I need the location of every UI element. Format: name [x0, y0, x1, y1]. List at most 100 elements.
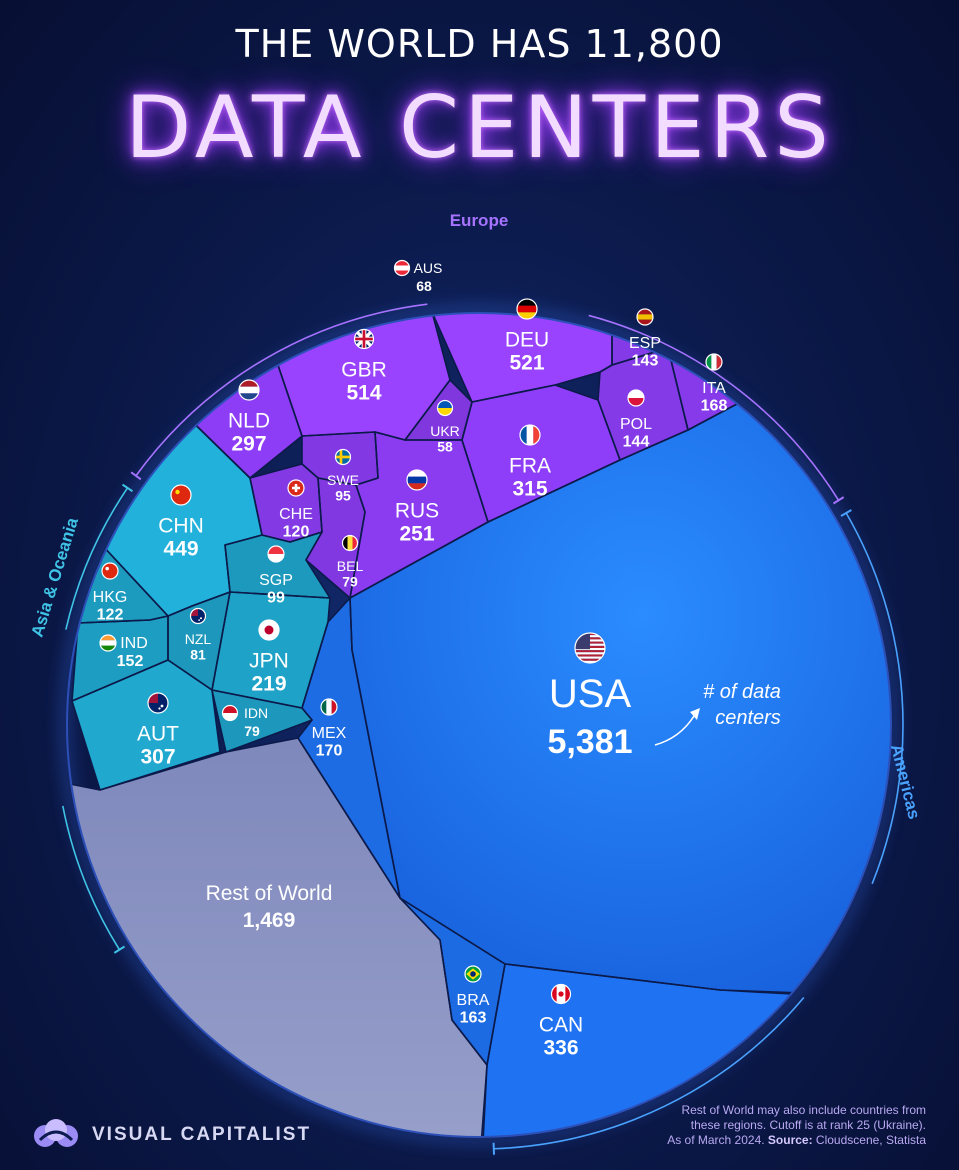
- flag-usa-icon: [574, 632, 606, 664]
- flag-aut-icon: [147, 692, 169, 714]
- country-value-deu: 521: [509, 351, 544, 374]
- country-value-rus: 251: [399, 522, 434, 545]
- flag-sgp-icon: [267, 545, 285, 563]
- country-code-gbr: GBR: [341, 358, 387, 381]
- label-group-aus: AUS 68: [393, 259, 443, 294]
- title-main: DATA CENTERS: [125, 78, 834, 178]
- footer-note-date: As of March 2024.: [667, 1133, 768, 1147]
- arc-americas-tick-start: [840, 509, 852, 517]
- country-code-ind: IND: [120, 635, 148, 652]
- country-code-mex: MEX: [312, 725, 347, 742]
- country-value-can: 336: [543, 1036, 578, 1059]
- country-code-idn: IDN: [244, 705, 268, 721]
- arc-asia-oceania-b: [65, 487, 129, 630]
- circle-glow: [60, 306, 898, 1144]
- arc-europe-b: [588, 314, 840, 501]
- cell-nzl: [168, 592, 230, 690]
- country-value-chn: 449: [163, 537, 198, 560]
- cell-sgp: [225, 532, 330, 598]
- country-value-mex: 170: [316, 742, 343, 759]
- country-value-bel: 79: [342, 574, 358, 590]
- cell-fra: [462, 385, 620, 522]
- cell-border-ind: [71, 615, 169, 702]
- country-code-esp: ESP: [629, 335, 661, 352]
- footer-source: Cloudscene, Statista: [812, 1133, 926, 1147]
- country-value-fra: 315: [512, 477, 547, 500]
- country-code-che: CHE: [279, 506, 313, 523]
- flag-idn-icon: [221, 704, 239, 722]
- cell-bra: [400, 898, 505, 1065]
- country-code-hkg: HKG: [93, 589, 128, 606]
- flag-bra-icon: [464, 965, 482, 983]
- flag-mex-icon: [320, 698, 338, 716]
- country-value-hkg: 122: [97, 606, 124, 623]
- flag-can-icon: [550, 983, 572, 1005]
- country-code-chn: CHN: [158, 514, 204, 537]
- flag-gbr-icon: [353, 328, 375, 350]
- country-code-ita: ITA: [702, 380, 726, 397]
- country-value-che: 120: [283, 523, 310, 540]
- country-value-ind: 152: [117, 653, 144, 670]
- cell-che: [250, 464, 322, 542]
- cell-jpn: [212, 592, 330, 708]
- country-code-deu: DEU: [505, 328, 549, 351]
- annotation-line-2: centers: [715, 707, 781, 729]
- cell-border-usa: [349, 313, 891, 1001]
- cell-chn: [88, 398, 262, 616]
- label-group-rest-of-world: Rest of World 1,469: [206, 882, 333, 932]
- flag-deu-icon: [516, 298, 538, 320]
- cell-rus: [350, 432, 488, 598]
- country-code-sgp: SGP: [259, 572, 293, 589]
- cell-pol: [598, 348, 688, 460]
- cell-mex: [298, 598, 400, 898]
- country-code-ukr: UKR: [430, 423, 460, 439]
- country-code-rest-of-world: Rest of World: [206, 882, 333, 905]
- country-value-gbr: 514: [346, 381, 381, 404]
- arc-europe-tick-start: [130, 471, 142, 481]
- country-code-usa: USA: [549, 672, 632, 716]
- cell-deu: [432, 313, 612, 402]
- footer-note-line-3: As of March 2024. Source: Cloudscene, St…: [596, 1133, 926, 1148]
- flag-ukr-icon: [436, 399, 454, 417]
- arc-europe-a: [135, 303, 428, 477]
- circle-rim: [66, 312, 892, 1138]
- footer-source-label: Source:: [767, 1133, 813, 1147]
- footer-note-line-1: Rest of World may also include countries…: [681, 1103, 926, 1117]
- flag-ind-icon: [99, 634, 117, 652]
- country-value-rest-of-world: 1,469: [243, 909, 296, 932]
- arc-asia-oceania-a: [62, 805, 121, 951]
- country-value-jpn: 219: [251, 672, 286, 695]
- country-value-swe: 95: [335, 488, 351, 504]
- arc-americas-b: [493, 997, 805, 1150]
- label-group-idn: IDN 79: [221, 704, 268, 739]
- country-code-nzl: NZL: [185, 631, 212, 647]
- country-code-aus: AUS: [414, 260, 443, 276]
- country-value-pol: 144: [623, 433, 650, 450]
- title-top: THE WORLD HAS 11,800: [235, 22, 724, 66]
- cell-border-rest-of-world: [67, 737, 488, 1137]
- country-code-fra: FRA: [509, 454, 551, 477]
- country-value-nzl: 81: [190, 647, 206, 663]
- cell-border-aut: [71, 659, 221, 791]
- flag-rus-icon: [406, 469, 428, 491]
- footer-logo: VISUAL CAPITALIST: [30, 1118, 311, 1152]
- country-value-sgp: 99: [267, 589, 285, 606]
- flag-fra-icon: [519, 424, 541, 446]
- flag-jpn-icon: [258, 619, 280, 641]
- flag-che-icon: [287, 479, 305, 497]
- flag-swe-icon: [334, 448, 352, 466]
- flag-aus-icon: [393, 259, 411, 277]
- flag-ita-icon: [705, 353, 723, 371]
